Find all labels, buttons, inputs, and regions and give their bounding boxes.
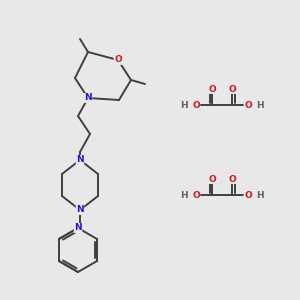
Text: H: H [256, 190, 264, 200]
Text: O: O [228, 175, 236, 184]
Text: O: O [244, 100, 252, 109]
Text: H: H [180, 190, 188, 200]
Text: O: O [228, 85, 236, 94]
Text: O: O [244, 190, 252, 200]
Text: O: O [114, 56, 122, 64]
Text: N: N [84, 94, 92, 103]
Text: N: N [76, 155, 84, 164]
Text: N: N [74, 224, 82, 232]
Text: H: H [256, 100, 264, 109]
Text: O: O [208, 175, 216, 184]
Text: H: H [180, 100, 188, 109]
Text: O: O [208, 85, 216, 94]
Text: N: N [76, 206, 84, 214]
Text: O: O [192, 190, 200, 200]
Text: O: O [192, 100, 200, 109]
